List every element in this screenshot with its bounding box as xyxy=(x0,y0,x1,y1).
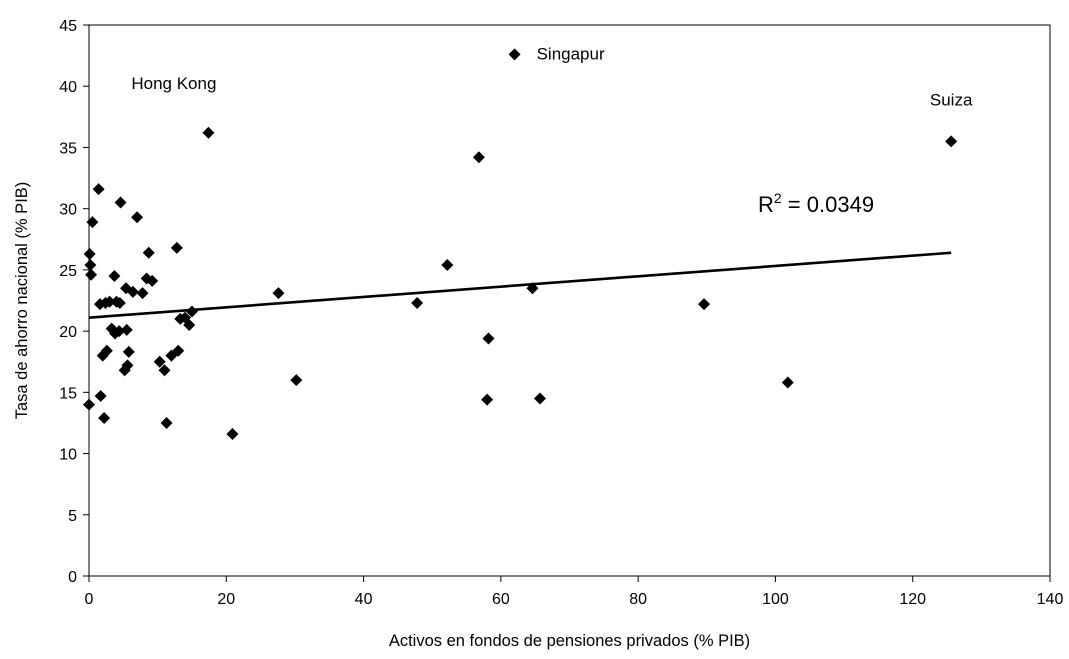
y-tick-label: 35 xyxy=(59,140,77,157)
data-point xyxy=(172,344,185,357)
data-point xyxy=(113,325,126,338)
y-axis: 0 5 10 15 20 25 30 35 40 45 xyxy=(59,18,89,586)
data-point xyxy=(83,247,96,260)
data-point xyxy=(472,151,485,164)
r-squared-sup: 2 xyxy=(774,190,782,206)
data-point xyxy=(121,359,134,372)
data-point xyxy=(100,344,113,357)
r-squared-base: R xyxy=(758,192,774,217)
annotation-label: Hong Kong xyxy=(131,74,216,93)
data-point xyxy=(441,258,454,271)
data-point xyxy=(226,427,239,440)
data-point xyxy=(136,287,149,300)
x-tick-label: 120 xyxy=(899,591,926,608)
data-point xyxy=(122,345,135,358)
y-axis-title: Tasa de ahorro nacional (% PIB) xyxy=(13,182,31,420)
r-squared-value: = 0.0349 xyxy=(782,192,874,217)
data-point xyxy=(533,392,546,405)
data-point xyxy=(118,364,131,377)
data-point xyxy=(185,305,198,318)
data-point xyxy=(94,390,107,403)
annotation-label: Suiza xyxy=(930,90,973,109)
data-point xyxy=(781,376,794,389)
data-point xyxy=(108,270,121,283)
data-point xyxy=(146,274,159,287)
x-axis: 0 20 40 60 80 100 120 140 xyxy=(85,576,1064,608)
annotation-label: Singapur xyxy=(537,44,605,63)
y-tick-label: 40 xyxy=(59,79,77,96)
y-tick-label: 10 xyxy=(59,447,77,464)
data-point xyxy=(85,268,98,281)
data-point xyxy=(170,241,183,254)
data-point xyxy=(160,416,173,429)
data-point xyxy=(183,318,196,331)
y-tick-label: 20 xyxy=(59,324,77,341)
data-point xyxy=(83,398,95,411)
data-point xyxy=(126,285,139,298)
data-point xyxy=(482,332,495,345)
data-point xyxy=(202,126,215,139)
data-point xyxy=(120,323,133,336)
data-point xyxy=(92,183,105,196)
x-axis-title: Activos en fondos de pensiones privados … xyxy=(389,632,750,650)
x-tick-label: 100 xyxy=(762,591,789,608)
data-point xyxy=(86,216,99,229)
plot-area xyxy=(88,24,1051,577)
data-point xyxy=(131,211,144,224)
annotations: Singapur Hong Kong Suiza xyxy=(131,44,973,109)
y-tick-label: 5 xyxy=(68,508,77,525)
data-point xyxy=(113,296,126,309)
y-tick-label: 0 xyxy=(68,569,77,586)
y-tick-label: 30 xyxy=(59,202,77,219)
x-tick-label: 20 xyxy=(217,591,235,608)
x-tick-label: 60 xyxy=(492,591,510,608)
data-point xyxy=(84,258,97,271)
data-points xyxy=(83,48,958,440)
data-point xyxy=(945,135,958,148)
data-point xyxy=(698,298,711,311)
x-tick-label: 80 xyxy=(629,591,647,608)
data-point xyxy=(103,295,116,308)
data-point xyxy=(508,48,521,61)
x-tick-label: 140 xyxy=(1037,591,1064,608)
data-point xyxy=(290,374,303,387)
data-point xyxy=(98,412,111,425)
y-tick-label: 15 xyxy=(59,385,77,402)
y-tick-label: 25 xyxy=(59,263,77,280)
data-point xyxy=(411,296,424,309)
data-point xyxy=(481,393,494,406)
data-point xyxy=(526,282,539,295)
y-tick-label: 45 xyxy=(59,18,77,35)
data-point xyxy=(114,196,127,209)
data-point xyxy=(142,246,155,259)
data-point xyxy=(153,355,166,368)
x-tick-label: 0 xyxy=(85,591,94,608)
x-tick-label: 40 xyxy=(355,591,373,608)
trendline xyxy=(88,251,952,319)
data-point xyxy=(158,364,171,377)
data-point xyxy=(272,287,285,300)
r-squared-label: R2 = 0.0349 xyxy=(758,190,874,217)
